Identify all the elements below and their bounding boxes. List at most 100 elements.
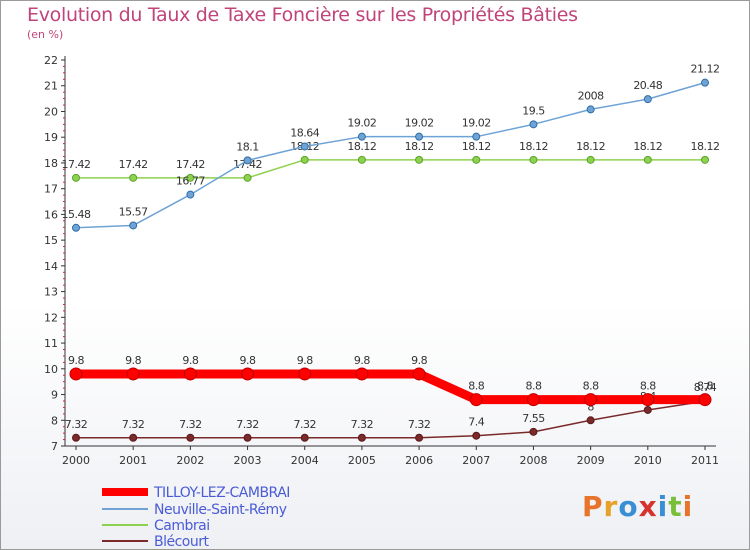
data-label: 18.12 <box>691 140 720 153</box>
y-tick-label: 17 <box>44 183 58 196</box>
data-label: 18.12 <box>633 140 662 153</box>
y-tick-label: 12 <box>44 311 58 324</box>
data-point <box>586 155 595 164</box>
data-point <box>186 433 195 442</box>
x-tick-label: 2007 <box>462 454 490 467</box>
data-label: 18.1 <box>236 140 259 153</box>
logo-letter: i <box>657 490 669 523</box>
data-label: 7.32 <box>179 418 202 431</box>
x-tick-label: 2008 <box>519 454 547 467</box>
data-point <box>129 433 138 442</box>
data-label: 8.8 <box>468 380 484 393</box>
chart-title: Evolution du Taux de Taxe Foncière sur l… <box>27 4 578 26</box>
data-point <box>586 416 595 425</box>
data-point <box>472 132 481 141</box>
data-point <box>586 105 595 114</box>
data-point <box>129 173 138 182</box>
data-point <box>186 190 195 199</box>
y-tick-label: 9 <box>51 389 58 402</box>
data-point <box>701 155 709 164</box>
data-point <box>526 393 540 407</box>
logo-letter: r <box>603 490 619 523</box>
data-point <box>186 173 195 182</box>
legend-label: Neuville-Saint-Rémy <box>154 502 287 518</box>
data-label: 8.8 <box>640 380 656 393</box>
data-point <box>72 223 80 232</box>
data-label: 9.8 <box>240 354 256 367</box>
data-label: 7.32 <box>408 418 431 431</box>
data-label: 18.64 <box>290 126 319 139</box>
y-tick-label: 8 <box>51 414 58 427</box>
data-label: 7.32 <box>293 418 316 431</box>
y-tick-label: 22 <box>44 54 58 67</box>
x-tick-label: 2001 <box>119 454 147 467</box>
proxiti-logo: Proxiti <box>582 490 693 523</box>
data-point <box>701 78 709 87</box>
chart-subtitle: (en %) <box>27 28 64 41</box>
data-point <box>472 431 481 440</box>
x-tick-label: 2011 <box>691 454 719 467</box>
y-tick-label: 15 <box>44 234 58 247</box>
data-point <box>584 393 598 407</box>
data-point <box>243 156 252 165</box>
data-label: 18.12 <box>576 140 605 153</box>
data-label: 20.48 <box>633 79 662 92</box>
series-line-3 <box>76 400 706 439</box>
data-label: 8.74 <box>694 381 717 394</box>
data-label: 18.12 <box>347 140 376 153</box>
data-label: 17.42 <box>62 158 91 171</box>
data-point <box>300 155 309 164</box>
data-label: 18.12 <box>462 140 491 153</box>
data-point <box>643 155 652 164</box>
y-tick-label: 10 <box>44 363 58 376</box>
y-tick-label: 16 <box>44 208 58 221</box>
data-point <box>357 155 366 164</box>
y-tick-label: 7 <box>51 440 58 453</box>
logo-letter: i <box>682 490 694 523</box>
data-label: 18.12 <box>405 140 434 153</box>
data-label: 21.12 <box>691 63 720 76</box>
x-tick-label: 2004 <box>291 454 319 467</box>
y-tick-label: 13 <box>44 286 58 299</box>
data-point <box>243 433 252 442</box>
data-label: 8.8 <box>697 380 713 393</box>
x-tick-label: 2005 <box>348 454 376 467</box>
data-label: 7.32 <box>122 418 145 431</box>
y-tick-label: 21 <box>44 80 58 93</box>
data-point <box>643 95 652 104</box>
data-point <box>126 367 140 381</box>
data-point <box>529 155 538 164</box>
data-label: 8.8 <box>583 380 599 393</box>
y-tick-label: 19 <box>44 131 58 144</box>
y-tick-label: 14 <box>44 260 58 273</box>
data-label: 2008 <box>578 89 604 102</box>
data-point <box>72 433 80 442</box>
data-label: 19.02 <box>462 117 491 130</box>
series-line-0 <box>76 369 705 405</box>
y-tick-label: 20 <box>44 105 58 118</box>
legend-label: TILLOY-LEZ-CAMBRAI <box>153 485 290 501</box>
data-label: 17.42 <box>176 158 205 171</box>
data-point <box>641 393 655 407</box>
data-point <box>355 367 369 381</box>
x-tick-label: 2006 <box>405 454 433 467</box>
legend-label: Blécourt <box>154 534 209 550</box>
data-point <box>415 155 424 164</box>
series-line-2 <box>76 159 705 179</box>
data-label: 8.8 <box>525 380 541 393</box>
data-point <box>69 367 83 381</box>
x-tick-label: 2003 <box>234 454 262 467</box>
x-tick-label: 2010 <box>634 454 662 467</box>
data-label: 17.42 <box>119 158 148 171</box>
data-label: 7.55 <box>522 412 545 425</box>
logo-letter: P <box>582 490 604 523</box>
data-point <box>300 433 309 442</box>
y-tick-label: 11 <box>44 337 58 350</box>
logo-letter: o <box>618 490 639 523</box>
data-label: 19.02 <box>347 117 376 130</box>
data-point <box>183 367 197 381</box>
logo-letter: t <box>668 490 683 523</box>
legend-label: Cambrai <box>154 518 210 534</box>
